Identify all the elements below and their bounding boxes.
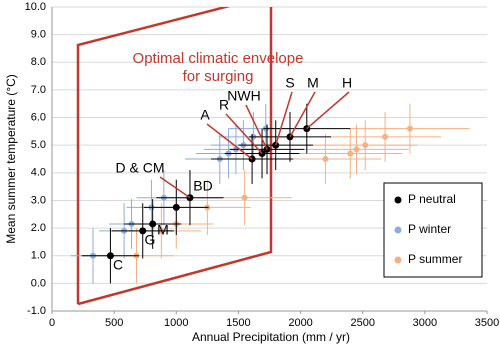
point-label: M [157, 222, 169, 238]
point [382, 133, 389, 140]
point [353, 146, 360, 153]
point-label: S [285, 75, 294, 91]
y-tick-label: 10.0 [25, 1, 46, 13]
leader-line [274, 91, 293, 146]
legend-label: P neutral [408, 192, 456, 206]
y-tick-label: 0.0 [31, 277, 46, 289]
point [406, 125, 413, 132]
leader-line [289, 91, 316, 138]
leader-line [159, 176, 191, 199]
x-tick-label: 3000 [413, 317, 437, 329]
point-label: D & CM [116, 160, 165, 176]
point [322, 156, 329, 162]
leader-line [245, 104, 268, 150]
point [172, 203, 180, 211]
x-tick-label: 2500 [350, 317, 374, 329]
leader-line [206, 123, 253, 160]
point-label: R [219, 97, 229, 113]
y-tick-label: -1.0 [27, 305, 46, 317]
x-tick-label: 3500 [475, 317, 499, 329]
y-tick-label: 1.0 [31, 250, 46, 262]
point-label: G [145, 232, 156, 248]
x-tick-label: 500 [105, 317, 123, 329]
point [106, 252, 114, 260]
point [241, 194, 248, 201]
y-tick-label: 3.0 [31, 194, 46, 206]
x-axis-title: Annual Precipitation (mm / yr) [192, 330, 350, 344]
x-tick-label: 2000 [288, 317, 312, 329]
annotation: Optimal climatic envelope [133, 50, 304, 67]
point [362, 142, 369, 149]
point-label: BD [193, 178, 212, 194]
legend-label: P summer [408, 252, 462, 266]
leader-line [225, 113, 263, 154]
point-label: C [113, 257, 123, 273]
marks [70, 91, 470, 284]
annotation: for surging [183, 68, 254, 85]
point-label: H [342, 75, 352, 91]
point-label: A [200, 107, 210, 123]
y-tick-label: 8.0 [31, 56, 46, 68]
point-label: NWH [227, 88, 260, 104]
y-tick-label: 2.0 [31, 222, 46, 234]
legend-marker [394, 196, 402, 204]
x-tick-label: 0 [49, 317, 55, 329]
leader-line [306, 91, 350, 130]
y-tick-label: 4.0 [31, 167, 46, 179]
y-tick-label: 5.0 [31, 139, 46, 151]
y-axis-title: Mean summer temperature (°C) [4, 74, 18, 244]
point-label: M [307, 75, 319, 91]
legend-marker [394, 226, 402, 234]
y-tick-label: 9.0 [31, 29, 46, 41]
legend-label: P winter [408, 222, 451, 236]
legend-marker [394, 256, 402, 264]
point [149, 220, 157, 228]
y-tick-label: 7.0 [31, 84, 46, 96]
envelope [76, 7, 273, 306]
point [139, 227, 147, 235]
y-tick-label: 6.0 [31, 111, 46, 123]
x-tick-label: 1000 [164, 317, 188, 329]
x-tick-label: 1500 [226, 317, 250, 329]
point [347, 150, 354, 157]
